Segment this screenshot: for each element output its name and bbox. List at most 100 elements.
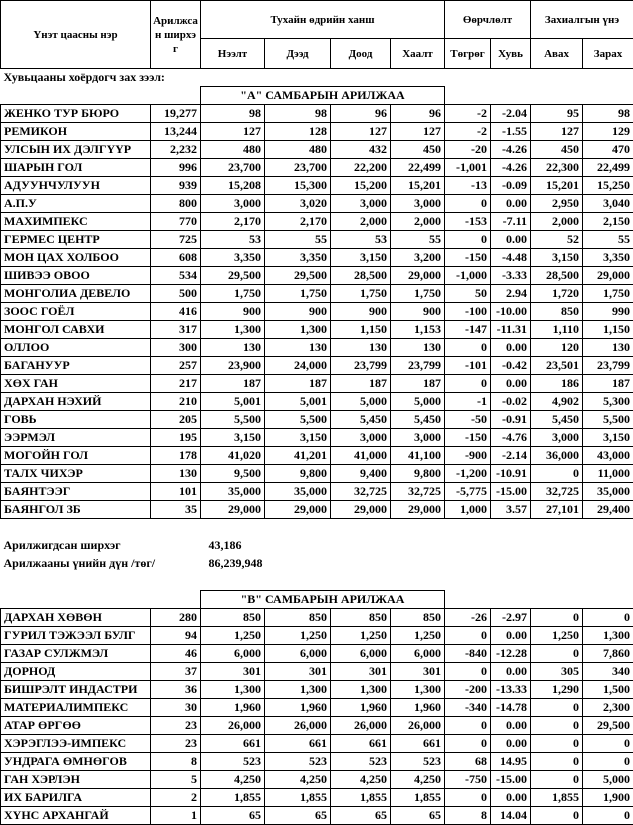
security-name: ГЕРМЕС ЦЕНТР (1, 231, 151, 249)
value-cell: -5,775 (445, 483, 491, 501)
security-name: БАЯНГОЛ ЗБ (1, 501, 151, 519)
value-cell: 3,000 (531, 429, 583, 447)
value-cell: 1,290 (531, 681, 583, 699)
value-cell: 8 (151, 753, 201, 771)
value-cell: 130 (151, 465, 201, 483)
value-cell: 52 (531, 231, 583, 249)
blank-cell (1, 573, 633, 591)
value-cell: 0 (531, 807, 583, 825)
value-cell: 13,244 (151, 123, 201, 141)
value-cell: -14.78 (491, 699, 531, 717)
value-cell: -10.91 (491, 465, 531, 483)
value-cell: 450 (391, 141, 445, 159)
value-cell: 1,300 (583, 627, 633, 645)
value-cell: 98 (583, 105, 633, 123)
security-name: ЗООС ГОЁЛ (1, 303, 151, 321)
value-cell: -2.04 (491, 105, 531, 123)
value-cell: 3,000 (391, 195, 445, 213)
value-cell: 2,150 (583, 213, 633, 231)
value-cell: 1,720 (531, 285, 583, 303)
value-cell: 28,500 (331, 267, 391, 285)
security-name: ОЛЛОО (1, 339, 151, 357)
value-cell: 29,500 (265, 267, 331, 285)
value-cell: 1,110 (531, 321, 583, 339)
value-cell: -900 (445, 447, 491, 465)
security-name: ЖЕНКО ТУР БЮРО (1, 105, 151, 123)
value-cell: 301 (391, 663, 445, 681)
value-cell: 416 (151, 303, 201, 321)
value-cell: -11.31 (491, 321, 531, 339)
value-cell: 3,350 (201, 249, 265, 267)
value-cell: 29,000 (201, 501, 265, 519)
value-cell: 127 (201, 123, 265, 141)
value-cell: 5 (151, 771, 201, 789)
value-cell: 7,860 (583, 645, 633, 663)
value-cell: 1,153 (391, 321, 445, 339)
value-cell: 55 (391, 231, 445, 249)
value-cell: 41,201 (265, 447, 331, 465)
value-cell: 2 (151, 789, 201, 807)
security-name: ИХ БАРИЛГА (1, 789, 151, 807)
value-cell: 14.95 (491, 753, 531, 771)
value-cell: 187 (331, 375, 391, 393)
value-cell: 523 (265, 753, 331, 771)
value-cell: -13 (445, 177, 491, 195)
value-cell: 534 (151, 267, 201, 285)
section-title: "А" САМБАРЫН АРИЛЖАА (201, 87, 445, 105)
value-cell: 2,000 (331, 213, 391, 231)
value-cell: -0.02 (491, 393, 531, 411)
empty-cell (331, 555, 633, 573)
value-cell: 1,855 (265, 789, 331, 807)
value-cell: 661 (265, 735, 331, 753)
value-cell: 23,799 (391, 357, 445, 375)
value-cell: 15,201 (391, 177, 445, 195)
value-cell: 900 (201, 303, 265, 321)
value-cell: 29,000 (391, 267, 445, 285)
value-cell: 1,855 (391, 789, 445, 807)
value-cell: 1,960 (331, 699, 391, 717)
value-cell: 1,750 (331, 285, 391, 303)
value-cell: 187 (583, 375, 633, 393)
value-cell: 0 (531, 717, 583, 735)
value-cell: 22,499 (583, 159, 633, 177)
summary-value: 43,186 (201, 537, 331, 555)
value-cell: 15,208 (201, 177, 265, 195)
value-cell: -150 (445, 429, 491, 447)
value-cell: 3,150 (331, 249, 391, 267)
value-cell: 0 (445, 195, 491, 213)
value-cell: 41,100 (391, 447, 445, 465)
value-cell: -7.11 (491, 213, 531, 231)
value-cell: -13.33 (491, 681, 531, 699)
value-cell: 1,750 (391, 285, 445, 303)
value-cell: -50 (445, 411, 491, 429)
value-cell: 29,000 (391, 501, 445, 519)
value-cell: 5,500 (201, 411, 265, 429)
value-cell: -840 (445, 645, 491, 663)
value-cell: 3,000 (331, 195, 391, 213)
value-cell: 217 (151, 375, 201, 393)
value-cell: 4,250 (391, 771, 445, 789)
value-cell: 2,232 (151, 141, 201, 159)
value-cell: 29,400 (583, 501, 633, 519)
value-cell: 36 (151, 681, 201, 699)
value-cell: 22,200 (331, 159, 391, 177)
value-cell: 187 (201, 375, 265, 393)
row: "В" САМБАРЫН АРИЛЖАА (1, 591, 633, 609)
value-cell: -101 (445, 357, 491, 375)
value-cell: 96 (391, 105, 445, 123)
header-quantity: Арилжсан ширхэг (151, 1, 201, 69)
header-name: Үнэт цаасны нэр (1, 1, 151, 69)
value-cell: 68 (445, 753, 491, 771)
subheader: Авах (531, 39, 583, 69)
value-cell: 9,500 (201, 465, 265, 483)
